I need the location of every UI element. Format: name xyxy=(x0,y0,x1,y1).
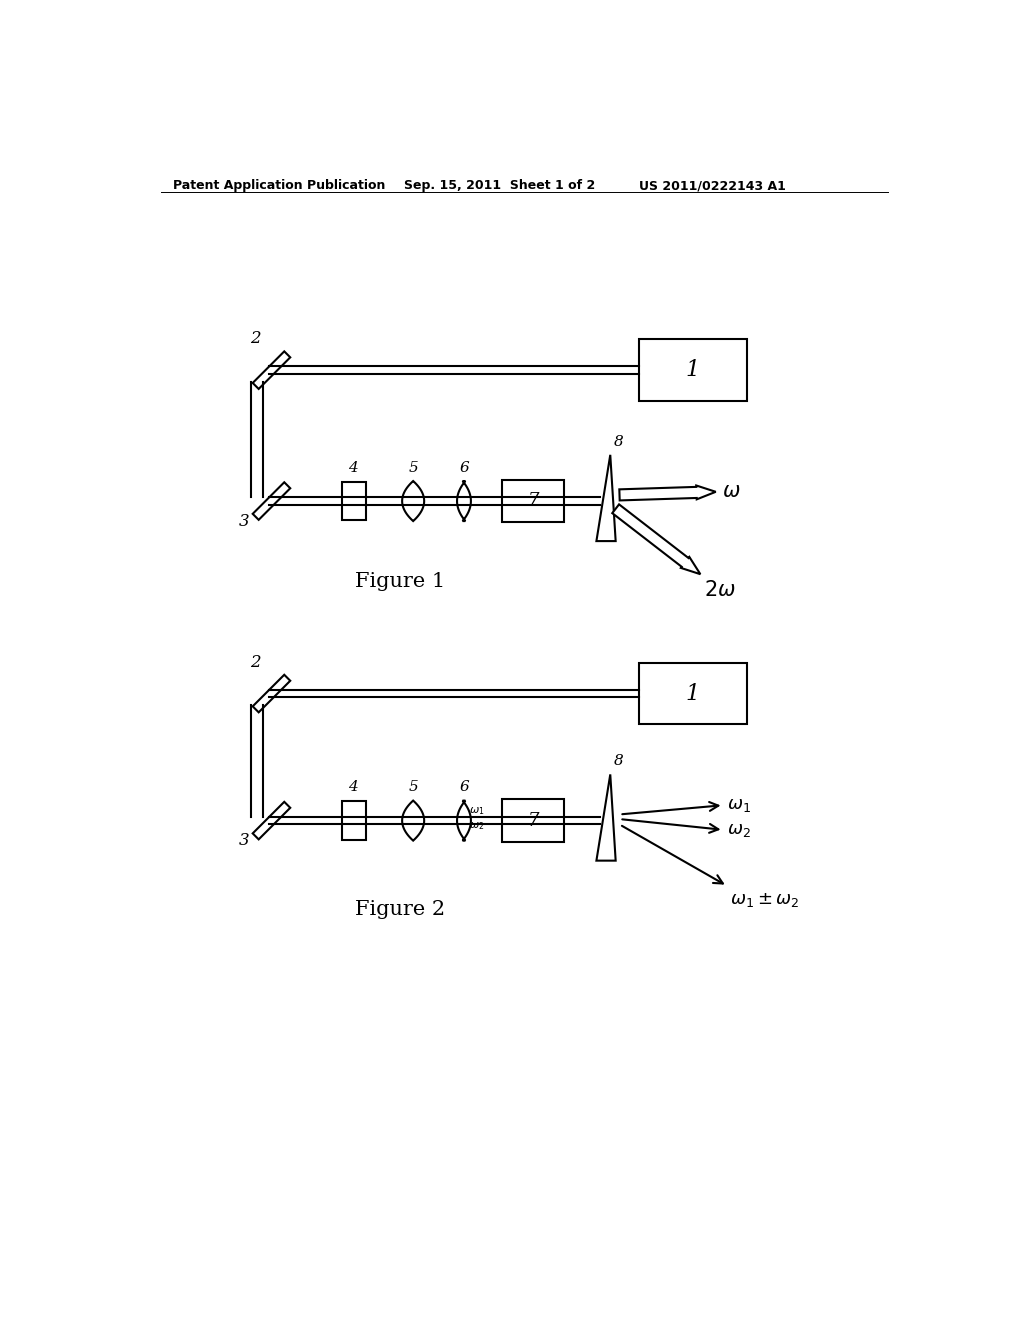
Text: 2: 2 xyxy=(250,653,260,671)
Polygon shape xyxy=(253,675,290,713)
Bar xyxy=(503,480,564,523)
Text: $\omega$: $\omega$ xyxy=(722,482,740,502)
Text: Patent Application Publication: Patent Application Publication xyxy=(173,180,385,193)
Polygon shape xyxy=(620,486,716,500)
Text: $\omega_2$: $\omega_2$ xyxy=(727,821,752,838)
Text: 1: 1 xyxy=(686,359,699,381)
Text: 6: 6 xyxy=(460,780,469,795)
Text: $\omega_1$: $\omega_1$ xyxy=(469,805,485,817)
Text: 5: 5 xyxy=(409,780,418,795)
Text: Figure 1: Figure 1 xyxy=(355,573,445,591)
Bar xyxy=(639,663,746,725)
Bar xyxy=(342,801,367,840)
Text: 1: 1 xyxy=(686,682,699,705)
Bar xyxy=(639,339,746,401)
Polygon shape xyxy=(457,800,471,841)
Polygon shape xyxy=(253,351,290,389)
Text: US 2011/0222143 A1: US 2011/0222143 A1 xyxy=(639,180,785,193)
Text: 7: 7 xyxy=(527,812,539,829)
Text: Sep. 15, 2011  Sheet 1 of 2: Sep. 15, 2011 Sheet 1 of 2 xyxy=(403,180,595,193)
Text: 8: 8 xyxy=(613,754,623,768)
Text: Figure 2: Figure 2 xyxy=(355,900,445,919)
Text: $\omega_1$: $\omega_1$ xyxy=(727,796,752,814)
Text: 6: 6 xyxy=(460,461,469,475)
Polygon shape xyxy=(253,801,290,840)
Text: 8: 8 xyxy=(613,434,623,449)
Polygon shape xyxy=(596,775,615,861)
Text: $2\omega$: $2\omega$ xyxy=(705,581,736,601)
Polygon shape xyxy=(612,504,700,574)
Polygon shape xyxy=(596,455,615,541)
Text: $\omega_1\pm\omega_2$: $\omega_1\pm\omega_2$ xyxy=(730,891,799,909)
Polygon shape xyxy=(402,480,424,521)
Text: 3: 3 xyxy=(240,512,250,529)
Polygon shape xyxy=(457,480,471,521)
Bar xyxy=(503,800,564,842)
Text: 4: 4 xyxy=(348,461,357,475)
Text: 4: 4 xyxy=(348,780,357,795)
Text: 3: 3 xyxy=(240,832,250,849)
Polygon shape xyxy=(253,482,290,520)
Text: 5: 5 xyxy=(409,461,418,475)
Text: 7: 7 xyxy=(527,492,539,510)
Polygon shape xyxy=(402,800,424,841)
Text: 2: 2 xyxy=(250,330,260,347)
Text: $\omega_2$: $\omega_2$ xyxy=(469,820,484,832)
Bar xyxy=(342,482,367,520)
